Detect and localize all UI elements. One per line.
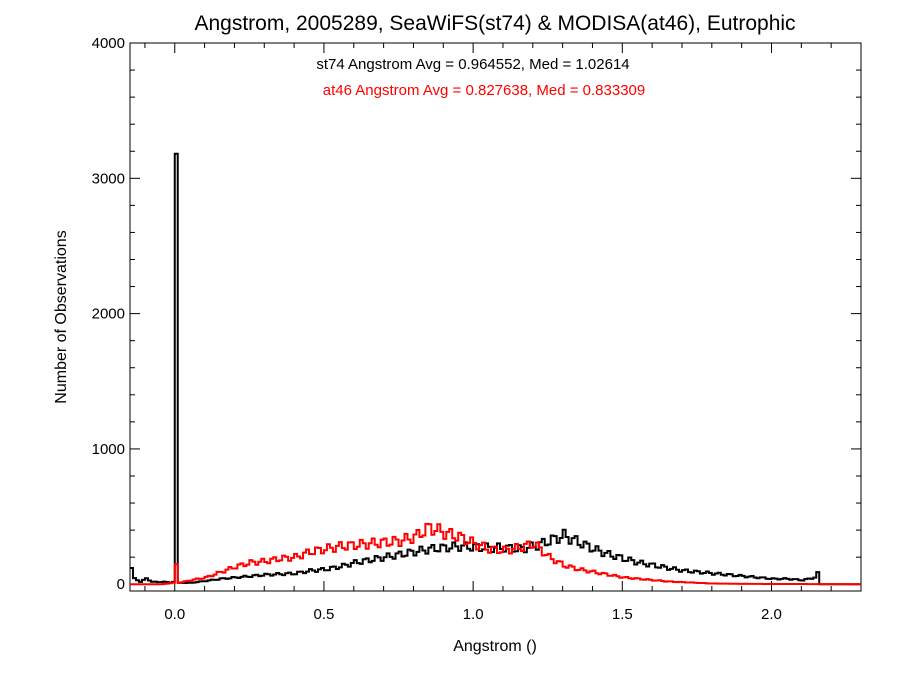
x-axis-label: Angstrom () <box>453 638 537 655</box>
y-tick-label: 1000 <box>92 441 125 458</box>
x-tick-label: 1.0 <box>463 606 484 623</box>
y-tick-label: 4000 <box>92 35 125 52</box>
plot-frame <box>129 42 862 592</box>
x-tick-label: 2.0 <box>761 606 782 623</box>
y-axis-label: Number of Observations <box>53 230 70 403</box>
series-st74-line <box>130 152 861 586</box>
x-tick-label: 1.5 <box>612 606 633 623</box>
annotation-st74: st74 Angstrom Avg = 0.964552, Med = 1.02… <box>316 56 629 73</box>
x-tick-label: 0.5 <box>314 606 335 623</box>
chart-title: Angstrom, 2005289, SeaWiFS(st74) & MODIS… <box>194 12 795 35</box>
annotation-at46: at46 Angstrom Avg = 0.827638, Med = 0.83… <box>323 82 645 99</box>
y-tick-label: 2000 <box>92 306 125 323</box>
axis-tick-labels: 0.0 0.5 1.0 1.5 2.0 0 1000 2000 3000 4000 <box>92 35 782 623</box>
y-tick-label: 0 <box>117 576 125 593</box>
series-layer <box>130 152 861 586</box>
series-at46-line <box>130 522 861 586</box>
x-tick-label: 0.0 <box>164 606 185 623</box>
y-tick-label: 3000 <box>92 170 125 187</box>
axis-ticks <box>130 42 862 591</box>
